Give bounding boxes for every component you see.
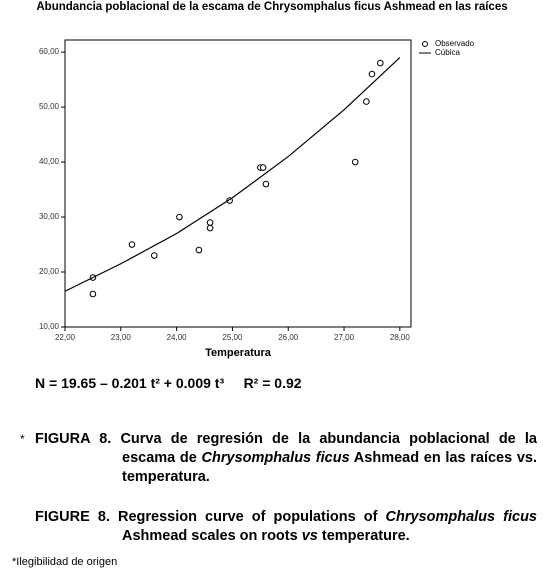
chart-title: Abundancia poblacional de la escama de C… bbox=[36, 1, 508, 13]
plot-frame bbox=[64, 39, 412, 328]
x-tick-label: 25,00 bbox=[222, 333, 243, 342]
legend-label: Cúbica bbox=[435, 48, 460, 57]
x-tick-label: 24,00 bbox=[167, 333, 188, 342]
equation: N = 19.65 – 0.201 t² + 0.009 t³ R² = 0.9… bbox=[35, 375, 302, 391]
data-point bbox=[377, 59, 384, 67]
fit-curve bbox=[64, 57, 401, 292]
caption-text: FIGURA 8. Curva de regresión de la abund… bbox=[35, 431, 537, 466]
data-point bbox=[259, 164, 267, 171]
caption-es: FIGURA 8. Curva de regresión de la abund… bbox=[35, 430, 537, 487]
data-point bbox=[195, 246, 203, 254]
caption-en: FIGURE 8. Regression curve of population… bbox=[35, 508, 537, 546]
footnote: *Ilegibilidad de origen bbox=[12, 556, 118, 568]
data-point bbox=[262, 180, 270, 188]
legend-label: Observado bbox=[435, 39, 475, 48]
y-tick-label: 10,00 bbox=[39, 322, 60, 331]
caption-species: Chrysomphalus ficus bbox=[201, 450, 350, 466]
caption-marker: * bbox=[20, 432, 25, 446]
x-tick-label: 23,00 bbox=[111, 333, 132, 342]
y-tick-label: 30,00 bbox=[39, 212, 60, 221]
caption-text: FIGURE 8. Regression curve of population… bbox=[35, 509, 386, 525]
chart: 22,00 23,00 24,00 25,00 26,00 27,00 28,00 10,00… bbox=[39, 39, 475, 359]
data-point bbox=[351, 158, 359, 166]
data-point bbox=[150, 252, 158, 259]
x-tick-label: 28,00 bbox=[390, 333, 411, 342]
data-point bbox=[176, 213, 183, 221]
y-tick-label: 50,00 bbox=[39, 102, 60, 111]
data-point bbox=[89, 290, 97, 298]
legend-marker bbox=[422, 41, 428, 47]
caption-text: temperature. bbox=[317, 528, 410, 544]
y-tick-label: 40,00 bbox=[39, 157, 60, 166]
data-point bbox=[368, 70, 376, 78]
caption-text: Ashmead scales on roots bbox=[122, 528, 302, 544]
y-tick-label: 60,00 bbox=[39, 47, 60, 56]
x-tick-label: 22,00 bbox=[55, 333, 76, 342]
caption-text: Ashmead en las raíces vs. temperatura. bbox=[122, 450, 538, 485]
data-point bbox=[128, 241, 136, 248]
caption-species: Chrysomphalus ficus bbox=[385, 509, 538, 525]
x-tick-label: 26,00 bbox=[278, 333, 299, 342]
data-point bbox=[206, 219, 214, 226]
y-tick-label: 20,00 bbox=[39, 267, 60, 276]
caption-vs: vs bbox=[301, 528, 318, 544]
x-axis-label: Temperatura bbox=[205, 347, 272, 359]
data-point bbox=[206, 224, 214, 232]
data-point bbox=[363, 98, 370, 105]
x-tick-label: 27,00 bbox=[334, 333, 355, 342]
